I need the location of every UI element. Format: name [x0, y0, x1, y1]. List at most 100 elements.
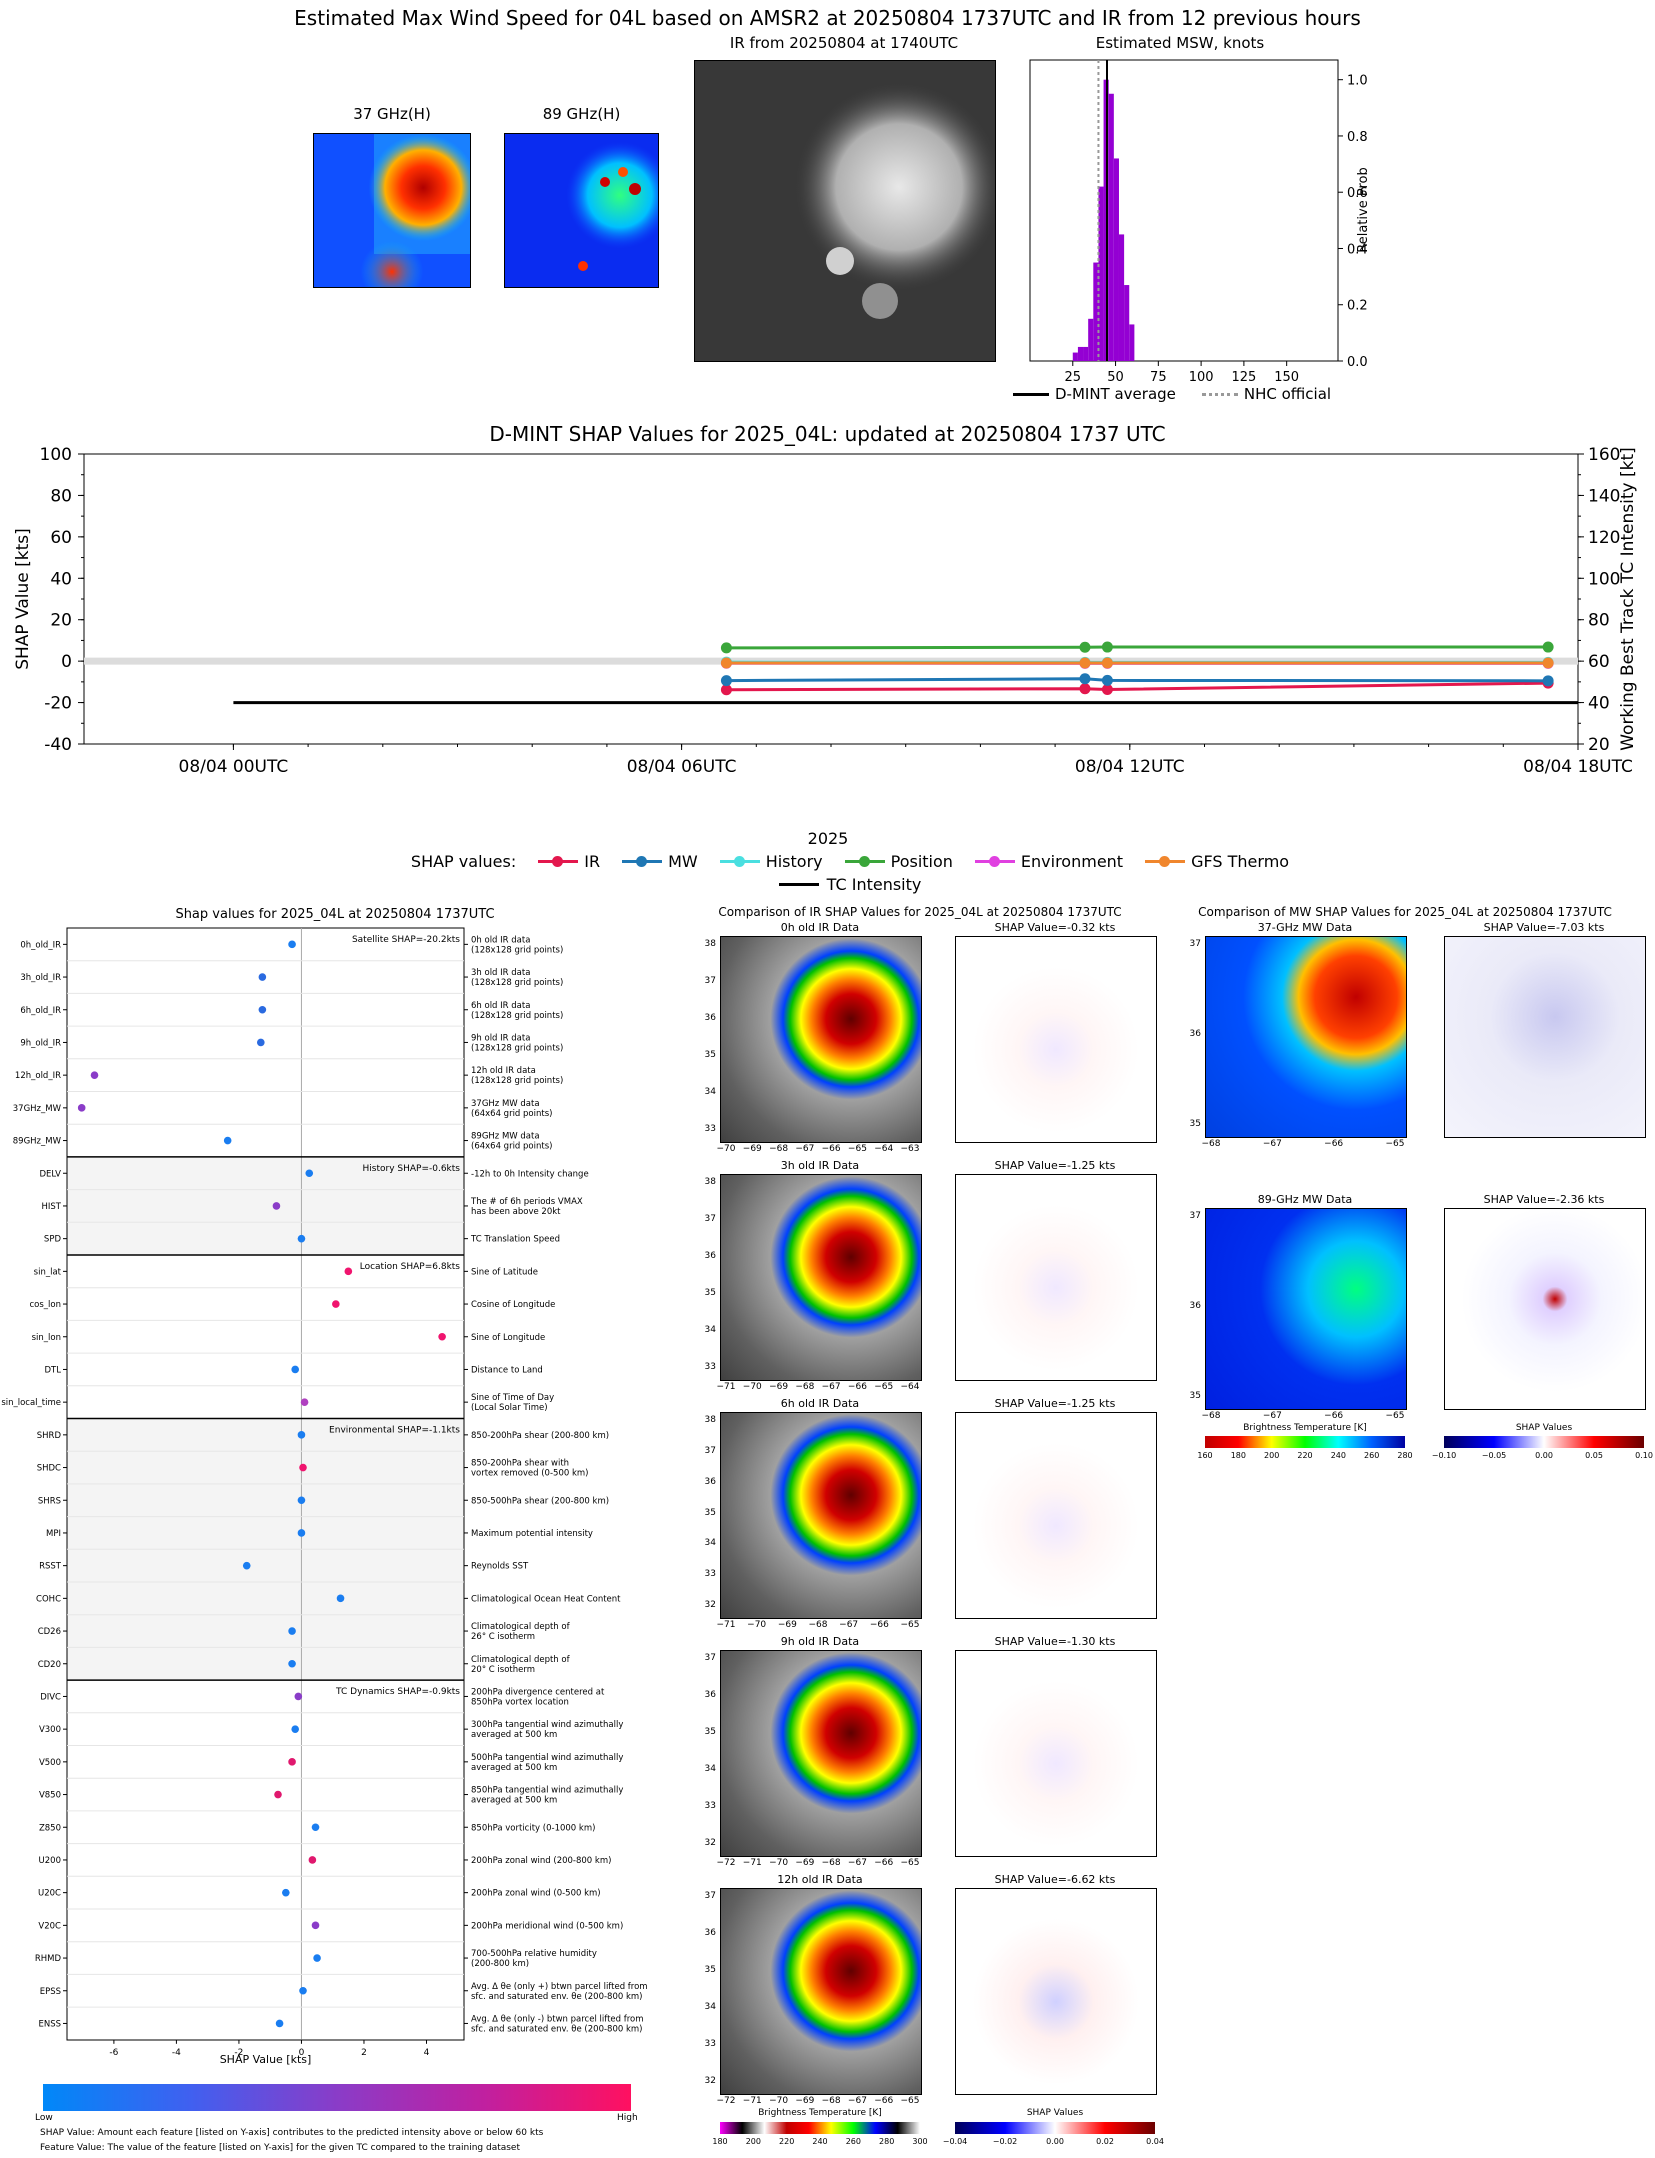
feature-desc: (200-800 km)	[471, 1959, 529, 1969]
msw-xtick: 50	[1107, 370, 1124, 385]
shap-group-label: Satellite SHAP=-20.2kts	[352, 935, 460, 945]
feature-shap-point	[438, 1332, 446, 1341]
colorbar-tick: 0.02	[1096, 2137, 1114, 2146]
feature-name: 89GHz_MW	[13, 1137, 62, 1147]
lon-tick: −70	[716, 1144, 736, 1154]
feature-desc: 200hPa zonal wind (0-500 km)	[471, 1889, 601, 1899]
colorbar-tick: 0.00	[1046, 2137, 1064, 2146]
feature-shap-point	[300, 1398, 309, 1406]
feature-shap-point	[275, 2019, 284, 2028]
msw-xtick: 100	[1189, 370, 1214, 385]
lat-tick: 35	[704, 1507, 716, 1518]
lat-tick: 37	[704, 1214, 716, 1224]
shap-map	[955, 1412, 1157, 1619]
series-point	[720, 657, 732, 669]
feature-desc: 200hPa divergence centered at	[471, 1687, 605, 1697]
colorbar-tick: 180	[1230, 1451, 1246, 1460]
series-point	[1079, 657, 1091, 669]
feature-name: DELV	[39, 1169, 61, 1179]
feature-name: V850	[39, 1791, 61, 1801]
feature-desc: 850hPa tangential wind azimuthally	[471, 1786, 623, 1796]
ir-shap-colorbar	[955, 2122, 1155, 2134]
colorbar-tick: 220	[779, 2137, 795, 2146]
feature-desc: 20° C isotherm	[471, 1665, 535, 1675]
data-image	[1205, 936, 1407, 1138]
ts-y2tick: 160	[1588, 445, 1620, 465]
feature-shap-point	[313, 1954, 321, 1962]
colorbar-tick: 280	[1397, 1451, 1413, 1460]
feature-shap-point	[332, 1300, 340, 1308]
shap-xtick: 2	[361, 2048, 367, 2055]
ts-ytick: 40	[50, 569, 72, 589]
ts-xtick: 08/04 18UTC	[1523, 757, 1633, 777]
ir-compare-title: Comparison of IR SHAP Values for 2025_04…	[718, 905, 1122, 919]
msw-histogram: 25 50 75 100 125 150 0.0 0.2 0.4 0.6 0.8 1.0 Relat…	[1029, 59, 1371, 385]
feature-name: SPD	[44, 1235, 62, 1245]
feature-shap-point	[223, 1136, 232, 1145]
feature-shap-point	[288, 1659, 296, 1668]
lon-tick: −67	[1262, 1139, 1282, 1149]
shap-feature-plot: Satellite SHAP=-20.2kts History SHAP=-0.6…	[1, 927, 648, 2055]
feature-value-colorbar	[43, 2084, 631, 2111]
lon-tick: −66	[874, 1858, 894, 1868]
lon-tick: −68	[808, 1620, 828, 1630]
legend-item: IR	[538, 852, 600, 871]
msw-xtick: 25	[1065, 370, 1082, 385]
lon-tick: −69	[742, 1144, 762, 1154]
feature-desc: 12h old IR data	[471, 1066, 536, 1076]
lon-tick: −70	[769, 1858, 789, 1868]
lon-tick: −68	[1201, 1139, 1221, 1149]
panel-label: 9h old IR Data	[780, 1635, 860, 1648]
colorbar-tick: 240	[812, 2137, 828, 2146]
feature-shap-point	[291, 1725, 299, 1733]
msw-ylabel: Relative Prob	[1356, 167, 1371, 252]
feature-name: DIVC	[40, 1692, 61, 1702]
feature-desc: (Local Solar Time)	[471, 1403, 548, 1413]
feature-desc: 9h old IR data	[471, 1033, 530, 1043]
feature-desc: (128x128 grid points)	[471, 1076, 563, 1086]
feature-desc: 89GHz MW data	[471, 1132, 540, 1142]
panel-label: 12h old IR Data	[777, 1873, 863, 1886]
feature-name: SHRD	[37, 1431, 62, 1441]
shap-map	[955, 1888, 1157, 2095]
lon-tick: −66	[1324, 1411, 1344, 1421]
feature-name: U20C	[38, 1889, 61, 1899]
colorbar-tick: 0.00	[1535, 1451, 1553, 1460]
lon-tick: −69	[769, 1382, 789, 1392]
shap-group-label: Environmental SHAP=-1.1kts	[329, 1426, 460, 1436]
msw-ytick: 0.0	[1347, 355, 1368, 370]
lon-tick: −67	[847, 2096, 867, 2106]
colorbar-tick: 180	[712, 2137, 728, 2146]
cbar-low: Low	[35, 2113, 53, 2123]
colorbar-tick: 260	[845, 2137, 861, 2146]
feature-shap-point	[288, 940, 296, 949]
msw-bar-9	[1118, 234, 1125, 361]
lat-tick: 33	[704, 1801, 716, 1811]
mw89-image	[504, 133, 659, 288]
series-line-ir	[726, 681, 1549, 692]
ts-y2tick: 20	[1588, 735, 1610, 755]
lat-tick: 37	[704, 976, 716, 986]
feature-desc: Cosine of Longitude	[471, 1300, 555, 1310]
msw-xtick: 75	[1150, 370, 1167, 385]
data-image	[720, 1174, 922, 1381]
feature-name: V300	[39, 1725, 61, 1735]
msw-title: Estimated MSW, knots	[1095, 34, 1265, 52]
feature-name: sin_local_time	[1, 1398, 61, 1408]
msw-ytick: 0.6	[1347, 186, 1368, 201]
figure-title: Estimated Max Wind Speed for 04L based o…	[294, 6, 1361, 30]
ts-xtick: 08/04 00UTC	[179, 757, 289, 777]
msw-ytick: 0.4	[1347, 242, 1368, 257]
feature-shap-point	[299, 1463, 307, 1472]
feature-name: MPI	[46, 1529, 61, 1539]
lon-tick: −71	[742, 1858, 762, 1868]
msw-ytick: 0.8	[1347, 130, 1368, 145]
mw-compare-title: Comparison of MW SHAP Values for 2025_04…	[1198, 905, 1612, 919]
lat-tick: 32	[704, 2076, 716, 2086]
mw-shap-colorbar	[1444, 1436, 1644, 1448]
lat-tick: 36	[704, 1013, 716, 1023]
legend-item: GFS Thermo	[1145, 852, 1289, 871]
feature-shap-point	[297, 1529, 306, 1537]
feature-name: COHC	[36, 1594, 61, 1604]
